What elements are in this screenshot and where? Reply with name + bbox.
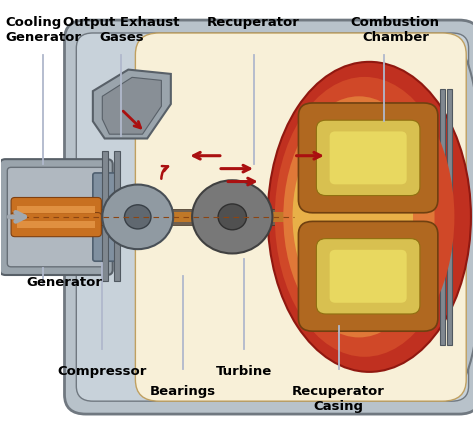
Circle shape bbox=[102, 184, 173, 249]
Ellipse shape bbox=[268, 62, 471, 372]
Bar bbox=[12, 212, 287, 222]
Text: Generator: Generator bbox=[27, 276, 103, 289]
Polygon shape bbox=[102, 77, 161, 134]
FancyBboxPatch shape bbox=[299, 103, 438, 213]
Circle shape bbox=[125, 205, 151, 229]
Text: Bearings: Bearings bbox=[150, 385, 216, 398]
Text: Cooling
Generator: Cooling Generator bbox=[5, 16, 82, 44]
Bar bbox=[17, 206, 95, 213]
Bar bbox=[440, 89, 445, 345]
FancyBboxPatch shape bbox=[329, 131, 407, 184]
FancyBboxPatch shape bbox=[317, 120, 420, 196]
FancyBboxPatch shape bbox=[317, 238, 420, 314]
FancyBboxPatch shape bbox=[93, 173, 117, 261]
Circle shape bbox=[192, 180, 273, 254]
Text: Recuperator: Recuperator bbox=[207, 16, 300, 29]
Text: Recuperator
Casing: Recuperator Casing bbox=[292, 385, 385, 413]
Bar bbox=[102, 151, 108, 281]
FancyBboxPatch shape bbox=[329, 250, 407, 303]
FancyBboxPatch shape bbox=[299, 221, 438, 331]
Bar bbox=[447, 89, 452, 345]
Bar bbox=[12, 209, 287, 225]
Circle shape bbox=[218, 204, 246, 230]
Text: Output Exhaust
Gases: Output Exhaust Gases bbox=[63, 16, 180, 44]
FancyBboxPatch shape bbox=[64, 20, 474, 414]
FancyBboxPatch shape bbox=[76, 33, 469, 401]
Text: Compressor: Compressor bbox=[58, 365, 147, 378]
Bar bbox=[17, 221, 95, 228]
Bar bbox=[114, 151, 120, 281]
Text: Turbine: Turbine bbox=[216, 365, 272, 378]
FancyBboxPatch shape bbox=[7, 167, 105, 267]
Polygon shape bbox=[93, 70, 171, 139]
FancyBboxPatch shape bbox=[11, 213, 101, 237]
FancyBboxPatch shape bbox=[11, 197, 101, 222]
Ellipse shape bbox=[275, 77, 455, 357]
FancyBboxPatch shape bbox=[136, 33, 466, 401]
Ellipse shape bbox=[292, 118, 413, 316]
Ellipse shape bbox=[283, 96, 435, 337]
FancyBboxPatch shape bbox=[0, 159, 113, 275]
Ellipse shape bbox=[429, 49, 474, 385]
Text: Combustion
Chamber: Combustion Chamber bbox=[351, 16, 440, 44]
